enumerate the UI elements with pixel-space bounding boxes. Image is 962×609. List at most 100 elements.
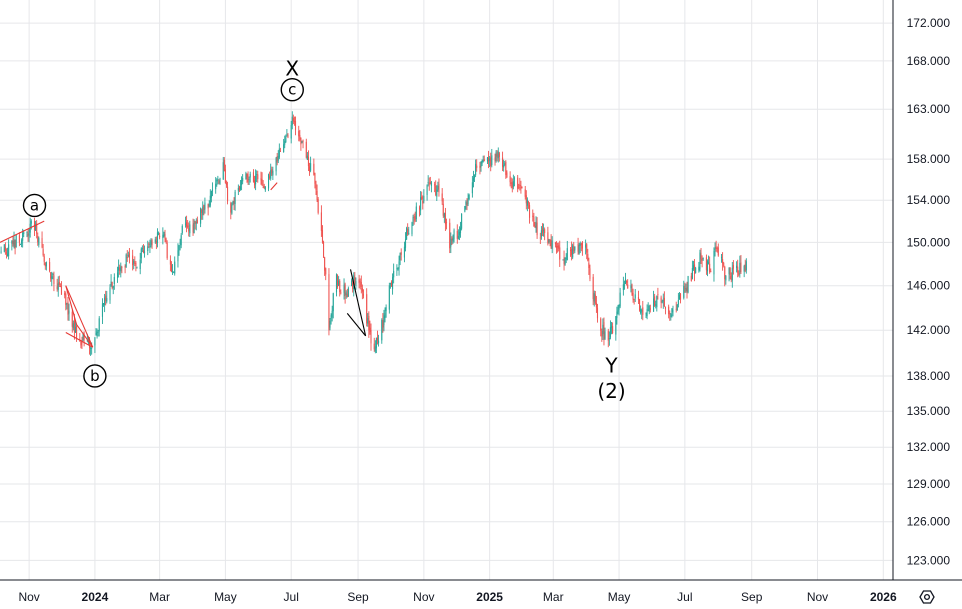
candle-body bbox=[569, 249, 572, 252]
candle-body bbox=[608, 338, 610, 340]
candle-body bbox=[354, 276, 356, 284]
candle-body bbox=[157, 233, 160, 235]
candle-body bbox=[551, 240, 553, 249]
candle-body bbox=[738, 272, 740, 275]
candle-body bbox=[573, 246, 575, 252]
candle-body bbox=[361, 288, 363, 292]
trend-line[interactable] bbox=[76, 324, 94, 348]
candle-body bbox=[285, 136, 287, 143]
candle-body bbox=[509, 176, 511, 183]
gear-icon[interactable] bbox=[919, 590, 935, 604]
candle-body bbox=[64, 292, 66, 296]
candle-body bbox=[74, 327, 77, 333]
candle-body bbox=[360, 282, 362, 287]
candle-body bbox=[397, 267, 399, 269]
candle-body bbox=[518, 186, 520, 188]
y-tick-label: 172.000 bbox=[907, 16, 951, 30]
wave-label: b bbox=[90, 367, 100, 385]
candle-body bbox=[483, 159, 485, 161]
candle-body bbox=[581, 242, 583, 249]
candle-body bbox=[588, 262, 590, 269]
candle-body bbox=[535, 221, 537, 229]
candle-body bbox=[653, 298, 655, 312]
candle-body bbox=[684, 288, 686, 290]
candle-body bbox=[399, 252, 401, 261]
trend-line[interactable] bbox=[349, 269, 367, 336]
candle-body bbox=[37, 235, 39, 243]
candle-body bbox=[736, 265, 738, 268]
candle-body bbox=[626, 280, 628, 283]
x-tick-label: Sep bbox=[347, 590, 369, 604]
price-axis[interactable]: 172.000 168.000 163.000 158.000 154.000 150.0… bbox=[907, 16, 951, 567]
candle-body bbox=[141, 248, 143, 250]
candle-body bbox=[72, 323, 74, 328]
candle-body bbox=[466, 203, 468, 206]
x-tick-label: Jul bbox=[284, 590, 299, 604]
candle-body bbox=[385, 307, 387, 312]
trend-line[interactable] bbox=[346, 313, 367, 337]
candle-body bbox=[438, 183, 440, 193]
candle-body bbox=[717, 247, 719, 256]
candle-body bbox=[196, 219, 198, 224]
candle-body bbox=[35, 224, 37, 231]
trend-line[interactable] bbox=[65, 285, 78, 325]
candle-body bbox=[619, 292, 621, 307]
candle-body bbox=[587, 253, 589, 261]
candle-body bbox=[207, 204, 209, 209]
candle-body bbox=[672, 310, 674, 312]
candle-body bbox=[398, 261, 400, 269]
candle-body bbox=[461, 213, 463, 229]
candle-body bbox=[422, 200, 424, 204]
time-axis[interactable]: Nov 2024 Mar May Jul Sep Nov 2025 Mar May Jul Sep No… bbox=[18, 590, 897, 604]
candle-body bbox=[352, 282, 354, 290]
trend-line[interactable] bbox=[65, 331, 94, 348]
candle-body bbox=[595, 302, 597, 308]
settings-button[interactable] bbox=[919, 590, 935, 604]
candle-body bbox=[476, 165, 478, 168]
candle-body bbox=[512, 181, 514, 187]
candle-body bbox=[663, 297, 665, 307]
y-tick-label: 123.000 bbox=[907, 553, 951, 567]
candle-body bbox=[490, 157, 492, 166]
candle-body bbox=[245, 173, 247, 180]
candle-body bbox=[480, 162, 482, 168]
candle-body bbox=[565, 257, 567, 260]
candle-body bbox=[624, 278, 627, 284]
candle-body bbox=[106, 298, 108, 302]
candle-body bbox=[358, 279, 360, 284]
candle-body bbox=[382, 320, 384, 328]
candle-body bbox=[203, 204, 205, 210]
candle-body bbox=[151, 240, 153, 245]
trend-line[interactable] bbox=[65, 285, 94, 348]
trend-line[interactable] bbox=[270, 182, 278, 191]
candle-body bbox=[316, 190, 318, 200]
candle-body bbox=[373, 343, 375, 350]
trend-line[interactable] bbox=[0, 220, 45, 243]
y-tick-label: 138.000 bbox=[907, 369, 951, 383]
y-tick-label: 154.000 bbox=[907, 193, 951, 207]
candle-body bbox=[418, 207, 421, 210]
candle-body bbox=[574, 246, 576, 251]
candle-body bbox=[313, 163, 315, 175]
candle-body bbox=[247, 174, 249, 182]
candle-body bbox=[71, 311, 73, 327]
candle-body bbox=[52, 273, 54, 275]
candle-body bbox=[740, 262, 742, 272]
candle-body bbox=[36, 223, 38, 234]
candle-body bbox=[261, 179, 263, 185]
candle-body bbox=[253, 180, 256, 186]
candle-body bbox=[376, 337, 379, 341]
candle-body bbox=[381, 320, 383, 341]
candle-body bbox=[118, 266, 120, 271]
candle-body bbox=[325, 268, 327, 275]
candle-body bbox=[708, 262, 710, 264]
candle-body bbox=[616, 311, 618, 319]
candle-body bbox=[660, 297, 662, 303]
candle-body bbox=[3, 244, 5, 252]
candle-body bbox=[631, 284, 633, 295]
candle-body bbox=[534, 225, 536, 228]
candle-body bbox=[335, 274, 338, 293]
candle-body bbox=[562, 259, 564, 261]
candle-body bbox=[396, 268, 398, 270]
